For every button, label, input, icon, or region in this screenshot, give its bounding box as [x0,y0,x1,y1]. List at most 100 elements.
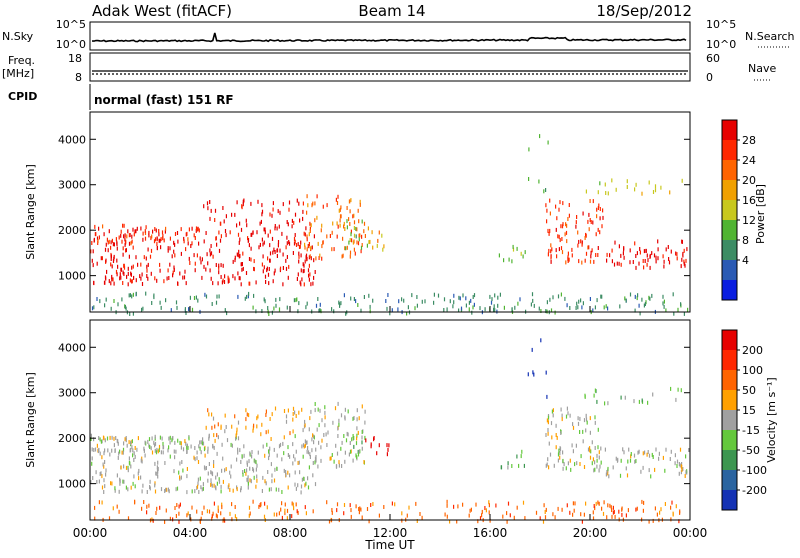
vel-echo-cell [133,474,135,479]
power-echo-cell [273,271,275,276]
power-echo-cell [210,251,213,256]
power-echo-cell [132,292,134,297]
power-echo-cell [403,298,405,303]
vel-echo-cell [326,443,328,447]
vel-echo-cell [196,456,198,461]
vel-echo-cell [216,514,218,519]
vel-echo-cell [314,402,316,406]
vel-echo-cell [220,484,222,489]
power-echo-cell [239,276,241,281]
vel-echo-cell [100,471,102,476]
vel-echo-cell [125,485,127,490]
power-echo-cell [110,254,112,259]
vel-echo-cell [178,519,180,524]
vel-echo-cell [165,487,167,492]
vel-echo-cell [101,500,103,505]
vel-echo-cell [594,420,596,425]
xtick-label: 16:00 [473,526,508,540]
power-echo-cell [173,240,175,245]
vel-echo-cell [278,511,280,516]
power-echo-cell [596,214,598,219]
vel-echo-cell [194,457,196,462]
power-echo-cell [246,294,248,299]
vel-echo-cell [199,446,201,451]
power-echo-cell [103,232,105,237]
power-echo-cell [401,297,403,302]
vel-echo-cell [164,489,166,493]
vel-echo-cell [231,424,233,429]
vel-echo-cell [203,505,205,510]
power-echo-cell [310,245,312,250]
vel-echo-cell [546,394,548,399]
power-echo-cell [578,239,580,244]
power-echo-cell [169,236,171,241]
power-echo-cell [209,216,211,221]
vel-echo-cell [640,469,642,474]
vel-echo-cell [585,501,587,506]
power-echo-cell [175,300,178,305]
power-echo-cell [172,270,174,275]
vel-echo-cell [217,508,219,513]
power-echo-cell [206,252,208,257]
power-echo-cell [298,301,300,306]
power-echo-cell [344,246,346,251]
vel-echo-cell [246,477,248,482]
vel-echo-cell [263,514,266,519]
power-echo-cell [201,275,203,280]
power-echo-cell [147,276,149,281]
vel-echo-cell [175,514,177,518]
vel-echo-cell [164,461,166,465]
vel-echo-cell [594,446,596,450]
power-echo-cell [298,251,300,256]
freq-label: Freq. [8,54,35,67]
power-echo-cell [358,233,360,238]
power-echo-cell [164,229,166,234]
power-echo-cell [304,232,306,237]
power-echo-cell [387,293,389,297]
power-echo-cell [344,227,346,231]
vel-echo-cell [507,465,509,470]
power-echo-cell [350,198,352,203]
power-echo-cell [293,220,295,225]
power-echo-cell [108,229,110,234]
power-echo-cell [592,220,594,225]
power-echo-cell [672,292,674,297]
vel-echo-cell [314,456,317,461]
power-echo-cell [471,310,473,315]
power-echo-cell [266,268,268,273]
vel-echo-cell [557,452,560,457]
freq-panel-frame [89,52,691,82]
vel-echo-cell [331,453,333,457]
power-echo-cell [359,233,361,238]
vel-echo-cell [489,518,491,523]
vel-echo-cell [561,417,563,422]
vel-echo-cell [283,468,285,473]
vel-echo-cell [579,416,581,421]
power-echo-cell [646,262,648,267]
power-echo-cell [333,247,335,252]
power-echo-cell [567,251,569,256]
power-echo-cell [249,281,251,286]
vel-echo-cell [314,482,317,487]
power-echo-cell [276,248,278,253]
vel-echo-cell [226,438,229,443]
power-echo-cell [676,256,678,261]
vel-echo-cell [275,487,277,492]
vel-echo-cell [345,438,348,443]
vel-echo-cell [317,407,319,412]
power-echo-cell [632,260,634,264]
power-echo-cell [343,293,345,298]
power-echo-cell [266,266,268,271]
power-echo-cell [203,239,205,244]
power-echo-cell [576,215,578,219]
vel-echo-cell [276,466,278,471]
vel-echo-cell [187,511,189,516]
power-echo-cell [346,206,348,210]
power-echo-cell [636,296,638,301]
vel-echo-cell [351,437,353,442]
power-echo-cell [302,209,304,214]
power-echo-cell [161,230,164,235]
vel-echo-cell [285,419,288,424]
vel-echo-cell [213,501,215,506]
